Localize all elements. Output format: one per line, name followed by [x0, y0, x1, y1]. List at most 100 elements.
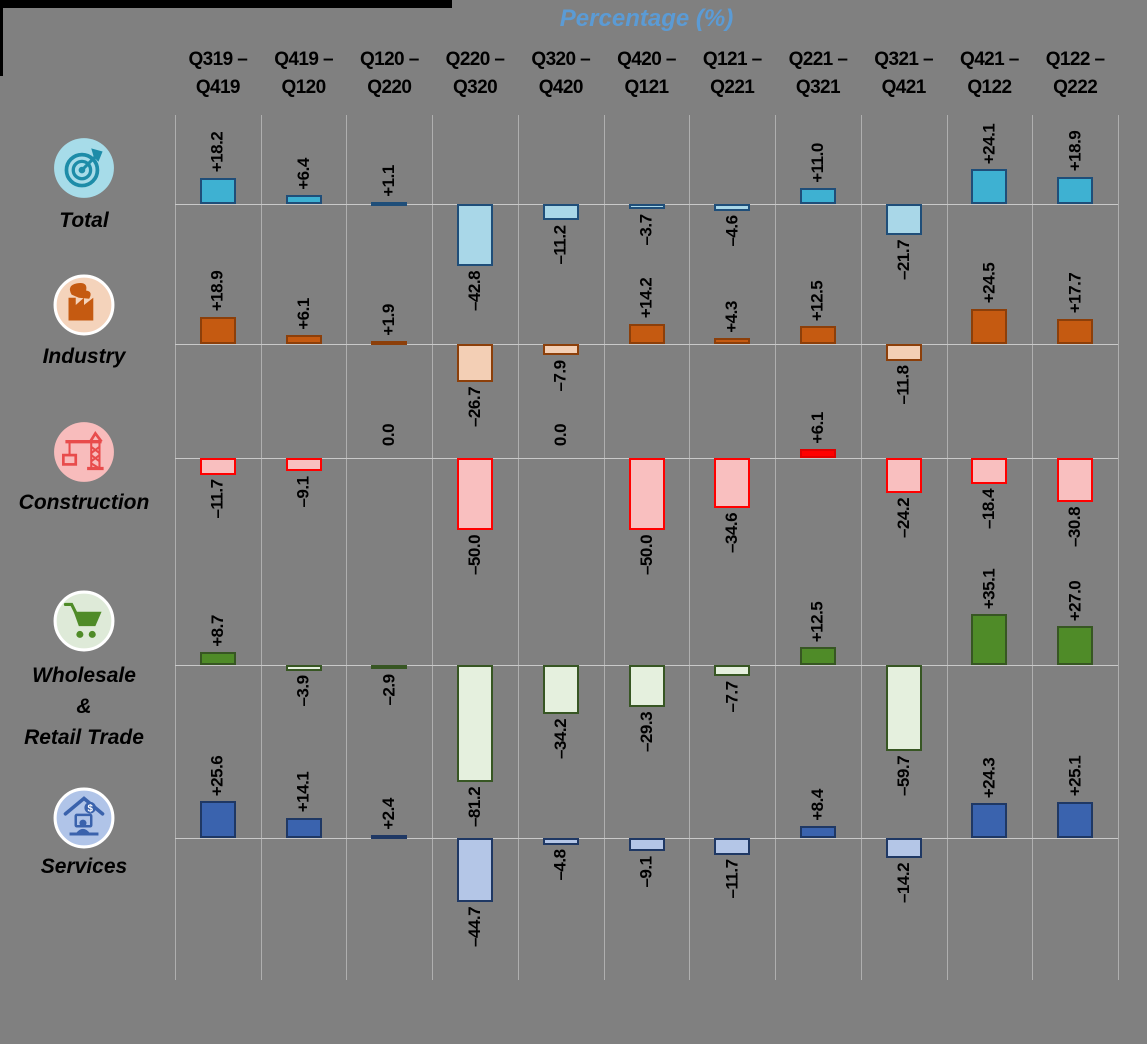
- bar: [799, 825, 836, 838]
- series-label: Services: [0, 851, 172, 882]
- bar: [971, 803, 1008, 838]
- bar-value-label: +18.2: [207, 132, 227, 173]
- bar: [1057, 318, 1094, 344]
- series-label: Wholesale & Retail Trade: [0, 660, 172, 753]
- bar: [371, 665, 408, 670]
- series-label: Industry: [0, 341, 172, 372]
- bar: [714, 204, 751, 211]
- bar-value-label: 0.0: [550, 423, 570, 447]
- column-header-line: Q220 –: [445, 49, 505, 70]
- column-header: Q321 – Q421: [861, 46, 947, 102]
- column-header-line: Q419 –: [274, 49, 333, 70]
- crane-icon: [52, 420, 116, 484]
- bar-value-label: +6.1: [807, 412, 827, 444]
- bar-value-label: –59.7: [893, 755, 913, 796]
- column-header-line: Q320 –: [531, 49, 591, 70]
- bar-value-label: +14.2: [636, 277, 656, 319]
- grid-line-vertical: [860, 115, 862, 980]
- series-label-line: Wholesale: [32, 664, 136, 687]
- bar-value-label: +12.5: [807, 280, 827, 321]
- column-header: Q121 – Q221: [689, 46, 775, 102]
- cart-icon: [52, 589, 116, 653]
- column-header: Q420 – Q121: [604, 46, 690, 102]
- column-header: Q421 – Q122: [947, 46, 1033, 102]
- bar: [199, 177, 236, 204]
- bar-value-label: –42.8: [465, 270, 485, 311]
- grid-line-vertical: [775, 115, 777, 980]
- column-header-line: Q220: [367, 77, 412, 98]
- series-label-line: &: [76, 695, 92, 718]
- grid-line-vertical: [346, 115, 348, 980]
- bar-value-label: –7.9: [550, 360, 570, 392]
- column-header-line: Q121 –: [702, 49, 762, 70]
- bar: [457, 344, 494, 383]
- grid-line-vertical: [432, 115, 434, 980]
- column-header: Q319 – Q419: [175, 46, 261, 102]
- bar: [628, 458, 665, 530]
- bar: [285, 817, 322, 838]
- bar-value-label: +25.6: [207, 755, 227, 796]
- bar-value-label: +18.9: [207, 271, 227, 312]
- bar-value-label: –7.7: [722, 681, 742, 713]
- bar-value-label: –9.1: [293, 476, 313, 508]
- bar: [799, 188, 836, 204]
- bar: [542, 204, 579, 221]
- bar: [799, 449, 836, 458]
- row-baseline: [175, 344, 1118, 345]
- bar: [714, 665, 751, 677]
- bar: [971, 614, 1008, 665]
- bar-value-label: +24.5: [979, 262, 999, 304]
- column-header-line: Q321 –: [874, 49, 934, 70]
- image-edge-artifact-left: [0, 0, 3, 76]
- bar-value-label: +1.9: [379, 304, 399, 337]
- bar: [885, 665, 922, 751]
- grid-line-vertical: [946, 115, 948, 980]
- bar: [371, 201, 408, 206]
- bar-value-label: –21.7: [893, 240, 913, 281]
- bar-value-label: –14.2: [893, 863, 913, 904]
- bar: [714, 458, 751, 508]
- series-label: Construction: [0, 487, 172, 518]
- grid-line-vertical: [1032, 115, 1034, 980]
- bar-value-label: +25.1: [1064, 756, 1084, 797]
- series-label-line: Industry: [42, 345, 126, 368]
- bar-value-label: +18.9: [1064, 131, 1084, 172]
- bar: [799, 326, 836, 344]
- bar: [714, 838, 751, 855]
- bar: [971, 458, 1008, 485]
- bar: [628, 665, 665, 708]
- bar: [971, 169, 1008, 204]
- column-header-line: Q420: [538, 77, 584, 98]
- bar-value-label: –3.9: [293, 675, 313, 707]
- bar-value-label: +17.7: [1064, 272, 1084, 314]
- bar-value-label: –18.4: [979, 489, 999, 530]
- column-header-line: Q319 –: [188, 49, 248, 70]
- column-header-line: Q321: [795, 77, 841, 98]
- bar-value-label: –50.0: [636, 534, 656, 576]
- factory-icon: [52, 273, 116, 337]
- bar-value-label: +14.1: [293, 771, 313, 813]
- bar: [457, 458, 494, 530]
- bar-value-label: –3.7: [636, 214, 656, 246]
- column-header-line: Q221: [710, 77, 755, 98]
- column-header-line: Q122 –: [1045, 49, 1105, 70]
- bar: [371, 341, 408, 346]
- grid-line-vertical: [175, 115, 176, 980]
- bar-value-label: –9.1: [636, 856, 656, 888]
- column-header-line: Q221 –: [788, 49, 848, 70]
- bar: [199, 801, 236, 838]
- column-header: Q221 – Q321: [775, 46, 861, 102]
- target-icon: [52, 136, 116, 200]
- column-header: Q220 – Q320: [432, 46, 518, 102]
- bar: [1057, 176, 1094, 204]
- bar-value-label: –34.6: [722, 512, 742, 553]
- bar-value-label: –11.8: [893, 365, 913, 406]
- bar-value-label: 0.0: [379, 423, 399, 447]
- column-header-line: Q320: [452, 77, 498, 98]
- bar-value-label: +6.1: [293, 298, 313, 330]
- bar-value-label: +11.0: [807, 143, 827, 183]
- bar-value-label: –26.7: [465, 387, 485, 428]
- bar: [542, 838, 579, 845]
- column-header-line: Q121: [624, 77, 669, 98]
